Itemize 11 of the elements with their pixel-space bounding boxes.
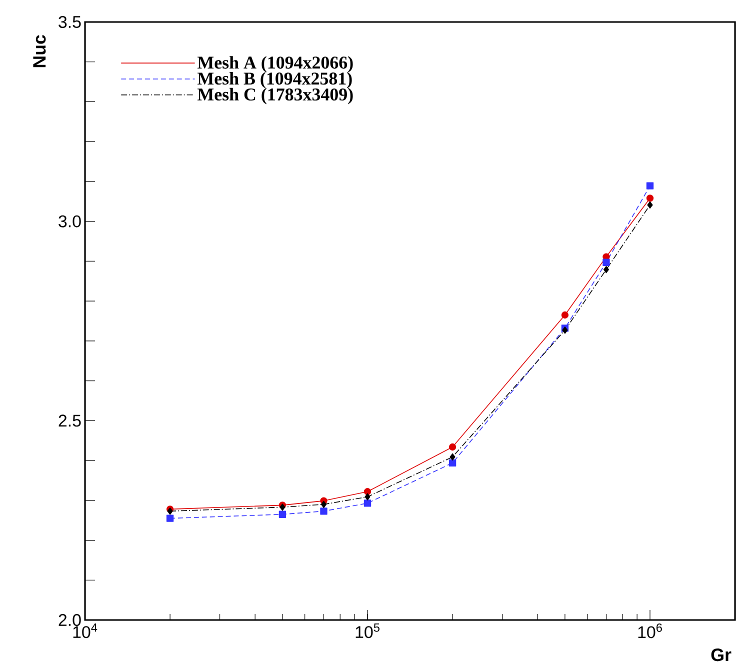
x-tick-label: 10$^{6}$: [638, 624, 662, 638]
y-axis-title: Nuc: [33, 35, 46, 68]
legend-label: Mesh C (1783x3409): [198, 88, 353, 104]
y-tick-label: 3.5: [58, 16, 81, 28]
y-tick-label: 3.0: [58, 215, 81, 228]
y-tick-label: 2.5: [58, 414, 81, 427]
legend-label: Mesh A (1094x2066): [198, 56, 353, 72]
y-tick-label: 2.0: [58, 614, 81, 626]
x-axis-title: Gr: [711, 648, 732, 662]
legend-label: Mesh B (1094x2581): [198, 72, 352, 88]
x-tick-label: 10$^{5}$: [356, 624, 380, 638]
